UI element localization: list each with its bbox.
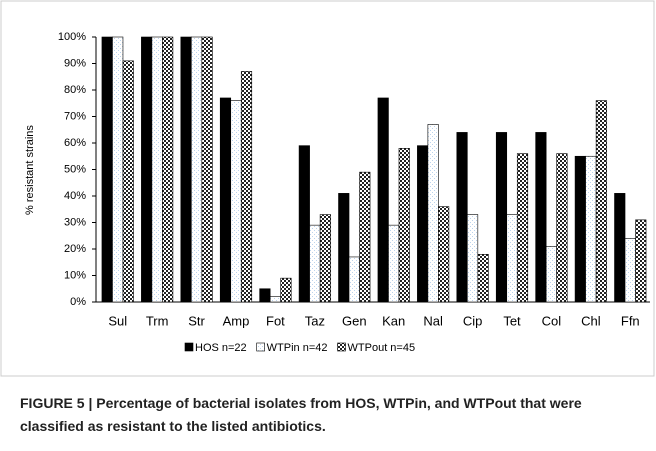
bar bbox=[180, 36, 192, 303]
bar bbox=[259, 288, 271, 303]
legend-swatch bbox=[337, 342, 346, 352]
bar bbox=[495, 132, 508, 303]
bar bbox=[398, 148, 410, 303]
legend-label: WTPin n=42 bbox=[267, 342, 328, 354]
x-tick-label: Kan bbox=[382, 313, 405, 328]
bar bbox=[240, 71, 253, 303]
x-tick-label: Tet bbox=[503, 313, 521, 328]
bar bbox=[191, 36, 203, 303]
bar bbox=[477, 254, 489, 303]
y-tick-label: 80% bbox=[64, 84, 86, 96]
bar bbox=[230, 100, 242, 303]
bar bbox=[624, 238, 636, 303]
bar bbox=[438, 206, 450, 303]
y-tick-label: 20% bbox=[64, 243, 86, 255]
bar bbox=[556, 153, 568, 303]
x-tick-label: Taz bbox=[305, 313, 325, 328]
figure-caption: FIGURE 5 | Percentage of bacterial isola… bbox=[20, 395, 582, 434]
y-axis-label: % resistant strains bbox=[24, 125, 36, 215]
bar bbox=[201, 36, 213, 303]
bar bbox=[162, 36, 174, 303]
bar bbox=[427, 124, 439, 303]
chart: % resistant strains 0% 10% 20% 30% 40% 50% 60%… bbox=[0, 0, 655, 377]
x-tick-label: Ffn bbox=[621, 313, 640, 328]
bar bbox=[506, 214, 518, 303]
y-tick-label: 60% bbox=[64, 137, 86, 149]
y-tick-label: 50% bbox=[64, 163, 86, 175]
x-tick-label: Sul bbox=[108, 313, 127, 328]
bar bbox=[338, 193, 350, 303]
bar bbox=[309, 224, 321, 303]
bar bbox=[545, 246, 557, 303]
y-tick-label: 90% bbox=[64, 57, 86, 69]
x-tick-label: Str bbox=[188, 313, 205, 328]
x-tick-label: Nal bbox=[423, 313, 443, 328]
y-tick-label: 10% bbox=[64, 269, 86, 281]
chart-frame bbox=[0, 0, 655, 377]
bar bbox=[141, 36, 153, 303]
bar bbox=[101, 36, 113, 303]
legend-swatch bbox=[256, 342, 265, 352]
bar bbox=[219, 97, 232, 303]
x-tick-label: Fot bbox=[266, 313, 285, 328]
x-tick-label: Chl bbox=[581, 313, 601, 328]
bar bbox=[298, 145, 310, 303]
y-tick-label: 100% bbox=[58, 31, 86, 43]
x-tick-label: Gen bbox=[342, 313, 367, 328]
x-tick-label: Col bbox=[542, 313, 562, 328]
legend-label: HOS n=22 bbox=[195, 342, 247, 354]
bar bbox=[269, 296, 281, 303]
x-tick-label: Amp bbox=[223, 313, 250, 328]
bar bbox=[516, 153, 529, 303]
x-tick-label: Trm bbox=[146, 313, 169, 328]
bar bbox=[122, 60, 134, 303]
legend-label: WTPout n=45 bbox=[348, 342, 416, 354]
bar bbox=[456, 132, 468, 303]
bar bbox=[635, 219, 647, 303]
y-tick-label: 70% bbox=[64, 110, 86, 122]
bar bbox=[417, 145, 429, 303]
bar bbox=[280, 277, 292, 303]
bar bbox=[388, 224, 400, 303]
bar bbox=[359, 171, 371, 303]
bar bbox=[467, 214, 479, 303]
y-tick-label: 30% bbox=[64, 216, 86, 228]
x-tick-label: Cip bbox=[463, 313, 483, 328]
bar bbox=[348, 256, 360, 303]
bar bbox=[112, 36, 124, 303]
bar bbox=[319, 214, 331, 303]
bar bbox=[574, 155, 586, 303]
bar bbox=[151, 36, 163, 303]
bar bbox=[377, 97, 389, 303]
bar bbox=[595, 100, 607, 303]
bar bbox=[535, 132, 547, 303]
bar bbox=[585, 155, 597, 303]
y-tick-label: 0% bbox=[70, 296, 86, 308]
legend-swatch bbox=[184, 342, 194, 352]
y-tick-label: 40% bbox=[64, 190, 86, 202]
bar bbox=[614, 193, 626, 303]
